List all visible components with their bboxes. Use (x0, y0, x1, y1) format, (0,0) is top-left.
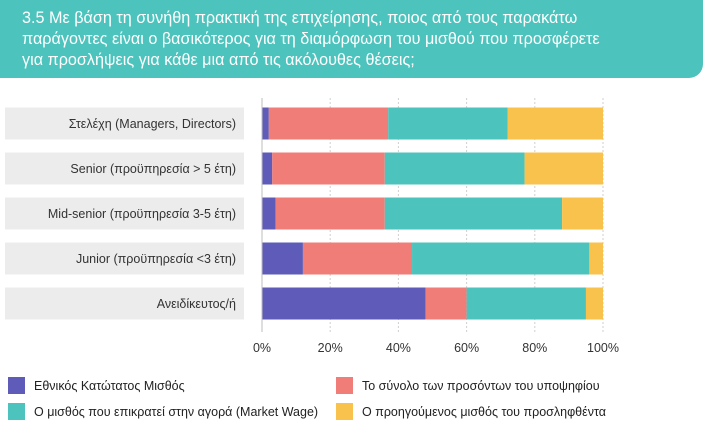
category-label-box (5, 242, 244, 275)
x-tick-label: 40% (386, 341, 411, 355)
bar-segment (466, 287, 586, 320)
x-tick-label: 60% (454, 341, 479, 355)
bar-segment (507, 107, 603, 140)
bar-segment (524, 152, 603, 185)
bar-segment (268, 107, 389, 140)
category-label: Στελέχη (Managers, Directors) (69, 117, 236, 131)
x-tick-label: 20% (318, 341, 343, 355)
chart-title-line-1: 3.5 Με βάση τη συνήθη πρακτική της επιχε… (22, 9, 578, 27)
category-label-box (5, 152, 244, 185)
bar-segment (262, 287, 426, 320)
x-tick-label: 0% (253, 341, 271, 355)
bar-segment (272, 152, 385, 185)
chart-title-banner: 3.5 Με βάση τη συνήθη πρακτική της επιχε… (0, 0, 703, 78)
bar-segment (262, 197, 276, 230)
bar-segment (302, 242, 413, 275)
category-label: Junior (προϋπηρεσία <3 έτη) (76, 252, 236, 266)
bar-segment (425, 287, 467, 320)
bar-segment (412, 242, 590, 275)
bar-segment (585, 287, 603, 320)
bar-segment (262, 107, 269, 140)
bar-segment (384, 152, 525, 185)
chart-title-line-3: για προσλήψεις για κάθε μια από τις ακόλ… (22, 51, 415, 69)
category-label-box (5, 107, 244, 140)
bar-segment (275, 197, 385, 230)
x-tick-label: 100% (587, 341, 619, 355)
bar-segment (262, 242, 303, 275)
x-tick-label: 80% (522, 341, 547, 355)
category-label-box (5, 287, 244, 320)
category-label: Senior (προϋπηρεσία > 5 έτη) (70, 162, 236, 176)
bar-segment (589, 242, 603, 275)
bar-segment (384, 197, 563, 230)
bar-segment (262, 152, 273, 185)
chart-title-line-2: παράγοντες είναι ο βασικότερος για τη δι… (22, 30, 600, 48)
bar-segment (388, 107, 508, 140)
category-label: Mid-senior (προϋπηρεσία 3-5 έτη) (48, 207, 236, 221)
bar-segment (562, 197, 603, 230)
category-label: Ανειδίκευτος/ή (157, 297, 236, 311)
category-label-box (5, 197, 244, 230)
